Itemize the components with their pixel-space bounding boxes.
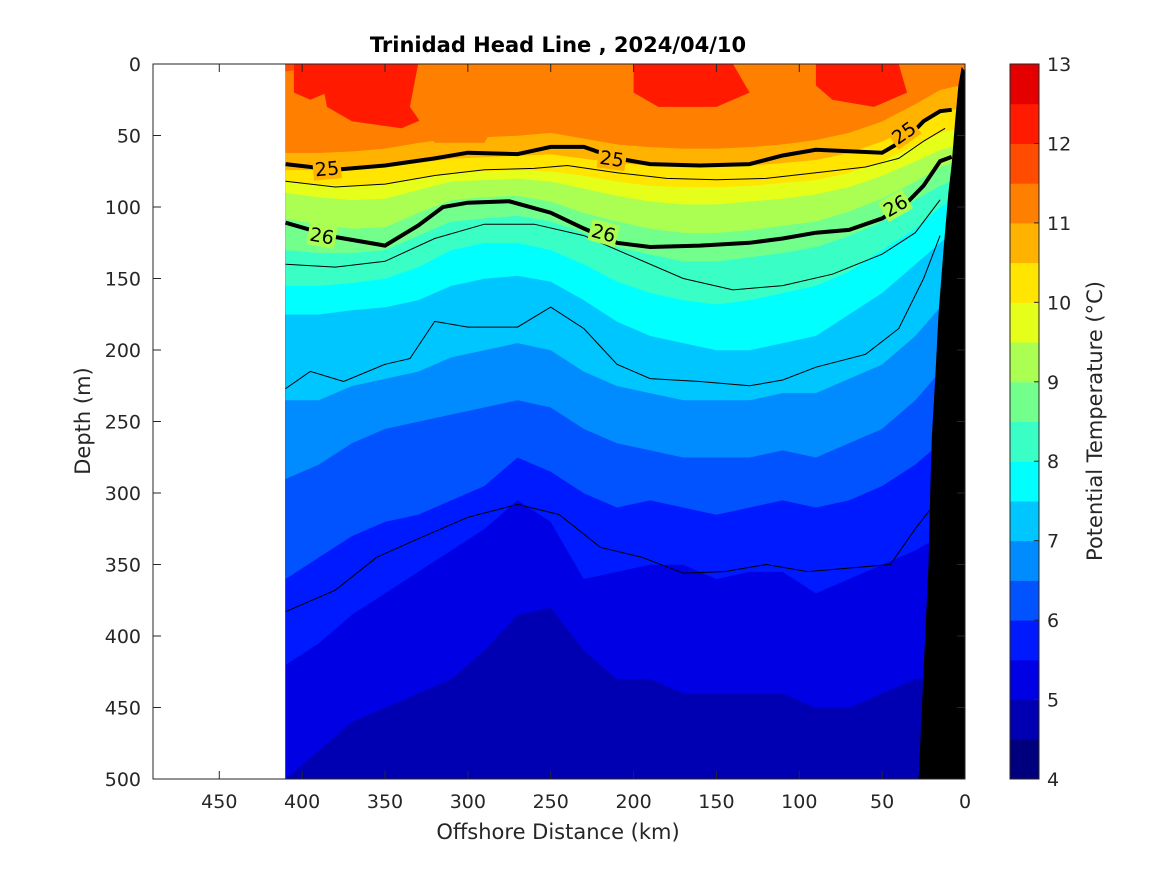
warm-surface-patches (293, 64, 907, 143)
x-tick-label: 400 (284, 791, 320, 813)
contour-label: 26 (308, 224, 336, 250)
colorbar-tick-label: 12 (1047, 133, 1071, 155)
colorbar-swatch (1010, 739, 1039, 780)
contour-label-bg (885, 115, 922, 150)
colorbar-swatch (1010, 540, 1039, 581)
colorbar-swatch (1010, 699, 1039, 740)
sigma-contour-thin (285, 235, 941, 390)
y-tick-label: 50 (117, 126, 141, 148)
colorbar-swatch (1010, 620, 1039, 661)
colorbar-swatch (1010, 143, 1039, 184)
colorbar-swatch (1010, 302, 1039, 343)
y-tick-label: 150 (105, 269, 141, 291)
filled-temperature-contours (285, 64, 965, 779)
colorbar-tick-label: 5 (1047, 690, 1059, 712)
y-tick-label: 200 (105, 340, 141, 362)
y-axis-title: Depth (m) (71, 367, 95, 474)
contour-label: 25 (598, 147, 625, 172)
colorbar-swatch (1010, 500, 1039, 542)
colorbar-swatch (1010, 421, 1039, 462)
x-tick-label: 100 (781, 791, 817, 813)
contour-label-bg (587, 218, 621, 247)
colorbar-swatch (1010, 64, 1039, 105)
x-axis-ticks: 450 400 350 300 250 200 150 100 50 0 (201, 64, 971, 813)
warm-patch (815, 64, 907, 107)
x-tick-label: 300 (450, 791, 486, 813)
contour-label: 25 (314, 157, 340, 181)
x-tick-label: 350 (367, 791, 403, 813)
colorbar-swatch (1010, 580, 1039, 621)
colorbar-tick-label: 6 (1047, 610, 1059, 632)
colorbar-tick-label: 8 (1047, 451, 1059, 473)
colorbar-tick-label: 13 (1047, 54, 1071, 76)
x-tick-label: 450 (201, 791, 237, 813)
colorbar-tick-label: 4 (1047, 769, 1059, 791)
seafloor (918, 66, 965, 779)
x-tick-label: 50 (870, 791, 894, 813)
y-tick-label: 350 (105, 555, 141, 577)
y-tick-label: 0 (129, 54, 141, 76)
colorbar-tick-label: 11 (1047, 213, 1071, 235)
x-tick-label: 250 (533, 791, 569, 813)
x-tick-label: 150 (698, 791, 734, 813)
colorbar-tick-label: 9 (1047, 372, 1059, 394)
colorbar-swatch (1010, 381, 1039, 422)
contour-label-bg (877, 189, 914, 223)
x-axis-title: Offshore Distance (km) (436, 820, 679, 844)
y-axis-ticks: 0 50 100 150 200 250 300 350 400 450 500 (105, 54, 965, 791)
contour-label-group: 25 (312, 156, 342, 181)
colorbar: 4 5 6 7 8 9 10 11 12 13 (1009, 54, 1071, 791)
colorbar-swatch (1010, 659, 1039, 701)
colorbar-label: Potential Temperature (°C) (1083, 281, 1107, 561)
cool-patch (409, 64, 501, 143)
sigma-contour-thin (285, 503, 933, 613)
y-tick-label: 100 (105, 197, 141, 219)
warm-patch (633, 64, 750, 107)
x-tick-label: 200 (615, 791, 651, 813)
warm-patch (293, 64, 327, 100)
contour-label-bg (596, 145, 628, 172)
contour-label-group: 26 (306, 222, 338, 250)
sigma-contour-thin (285, 127, 946, 188)
contour-label-group: 25 (596, 145, 628, 172)
colorbar-swatch (1010, 183, 1039, 224)
y-tick-label: 400 (105, 626, 141, 648)
seafloor-bathymetry (918, 66, 965, 779)
colorbar-frame (1009, 63, 1040, 780)
x-tick-label: 0 (959, 791, 971, 813)
contour-label-bg (312, 156, 342, 181)
colorbar-swatch (1010, 262, 1039, 303)
y-tick-label: 300 (105, 483, 141, 505)
colorbar-swatch (1010, 103, 1039, 144)
y-tick-label: 500 (105, 769, 141, 791)
colorbar-swatch (1010, 222, 1039, 264)
colorbar-tick-label: 10 (1047, 292, 1071, 314)
colorbar-swatch (1010, 342, 1039, 383)
y-tick-label: 250 (105, 412, 141, 434)
colorbar-swatch (1010, 461, 1039, 502)
sigma-contour-thin (285, 199, 941, 291)
y-tick-label: 450 (105, 698, 141, 720)
colorbar-tick-label: 7 (1047, 531, 1059, 553)
contour-label-bg (306, 222, 338, 249)
chart-title: Trinidad Head Line , 2024/04/10 (370, 33, 746, 57)
